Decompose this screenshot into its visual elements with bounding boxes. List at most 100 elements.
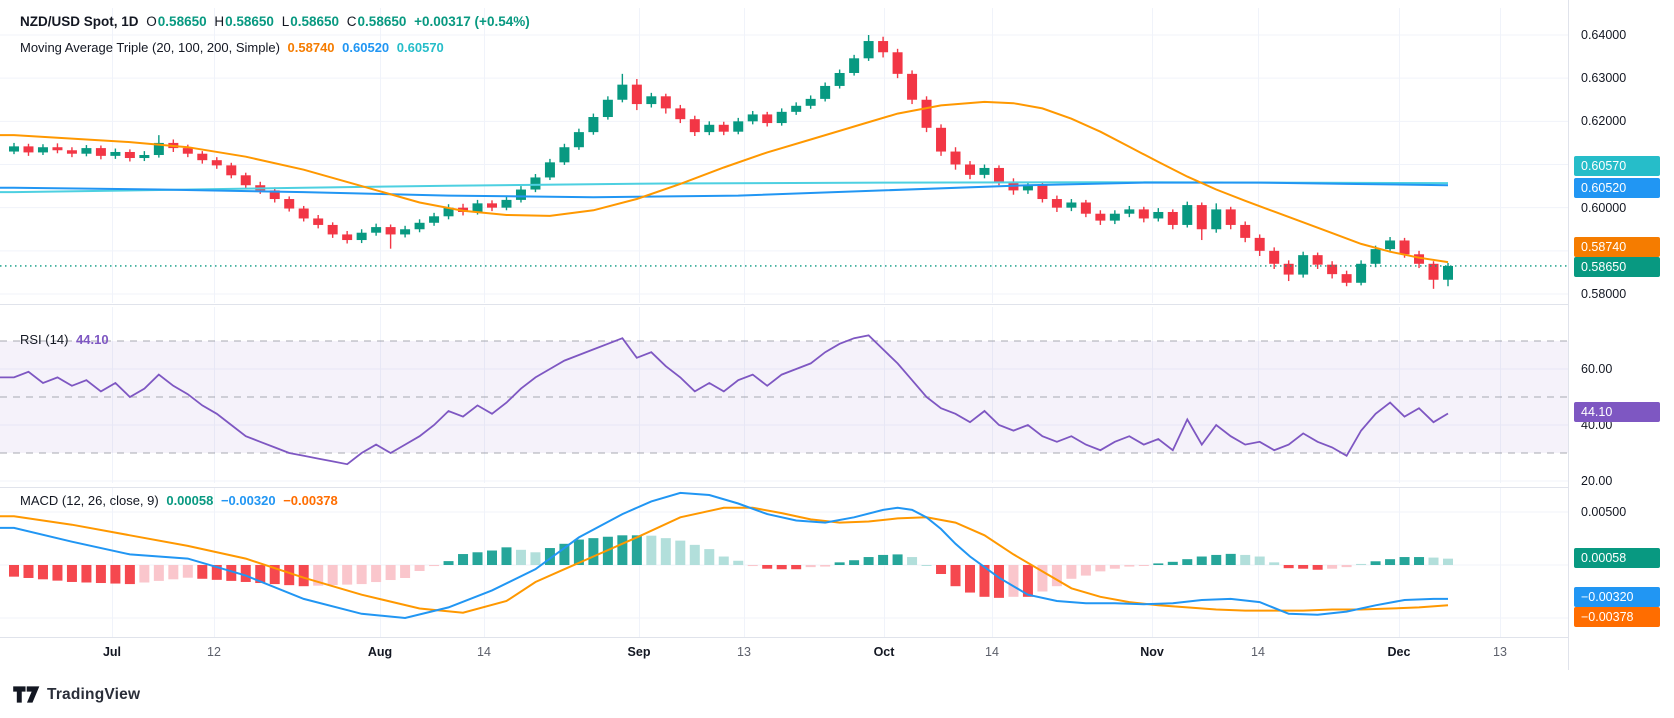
candle-body	[1254, 237, 1265, 251]
candle-body	[1341, 274, 1352, 283]
macd-histogram-bar	[1167, 561, 1178, 565]
candle-body	[704, 124, 715, 133]
time-label-day: 14	[985, 645, 999, 659]
ma100-badge: 0.60520	[1574, 178, 1660, 198]
candle-body	[1196, 205, 1207, 230]
macd-histogram-bar	[1341, 565, 1352, 568]
candle-body	[1312, 255, 1323, 265]
candle-body	[1327, 264, 1338, 275]
rsi-title: RSI (14)	[20, 332, 69, 347]
candle-body	[1109, 213, 1120, 221]
candle-body	[1428, 263, 1439, 280]
axis-price-label: 60.00	[1581, 362, 1613, 376]
time-label-month: Oct	[873, 645, 895, 659]
macd-hist-badge: 0.00058	[1574, 548, 1660, 568]
macd-histogram-bar	[211, 565, 222, 580]
candle-body	[9, 146, 19, 152]
macd-histogram-bar	[1066, 565, 1077, 579]
macd-histogram-bar	[458, 554, 469, 565]
macd-histogram-bar	[878, 554, 889, 565]
macd-histogram-bar	[1254, 556, 1265, 565]
time-scale[interactable]: Jul 12 Aug 14 Sep 13 Oct 14 Nov 14 Dec 13	[0, 638, 1568, 670]
candle-body	[226, 165, 237, 176]
candle-body	[907, 73, 918, 100]
candle-body	[197, 153, 208, 161]
candle-body	[1356, 263, 1367, 283]
ma-title: Moving Average Triple (20, 100, 200, Sim…	[20, 40, 280, 55]
macd-histogram-bar	[892, 554, 903, 565]
ma200-badge: 0.60570	[1574, 156, 1660, 176]
macd-histogram-bar	[646, 535, 657, 565]
change-value: +0.00317 (+0.54%)	[414, 14, 530, 29]
candle-body	[1298, 255, 1309, 275]
macd-histogram-bar	[1008, 565, 1019, 597]
macd-histogram-bar	[255, 565, 266, 584]
macd-histogram-bar	[443, 561, 454, 565]
macd-histogram-bar	[965, 565, 975, 593]
macd-histogram-bar	[834, 562, 845, 565]
time-label-month: Dec	[1387, 645, 1411, 659]
candle-body	[834, 72, 845, 86]
macd-histogram-bar	[168, 565, 179, 580]
macd-histogram-bar	[1153, 563, 1164, 565]
macd-line-value: −0.00320	[220, 493, 276, 508]
macd-histogram-bar	[385, 565, 396, 581]
macd-signal-badge: −0.00378	[1574, 607, 1660, 627]
macd-histogram-bar	[501, 547, 512, 565]
candle-body	[371, 227, 382, 233]
ma200-line	[0, 181, 1449, 194]
macd-histogram-bar	[52, 565, 63, 581]
candle-body	[1167, 211, 1178, 225]
close-label: C	[346, 14, 357, 29]
time-label-month: Nov	[1140, 645, 1164, 659]
candle-body	[385, 227, 396, 235]
macd-histogram-bar	[907, 557, 918, 565]
candle-body	[1037, 185, 1048, 200]
macd-histogram-bar	[1240, 554, 1251, 565]
macd-histogram-bar	[197, 565, 208, 579]
macd-histogram-bar	[66, 565, 77, 582]
macd-histogram-bar	[776, 565, 787, 570]
candle-body	[689, 119, 700, 133]
candle-body	[544, 162, 555, 178]
candle-body	[153, 142, 164, 156]
ma20-badge: 0.58740	[1574, 237, 1660, 257]
macd-histogram-bar	[617, 535, 628, 565]
macd-histogram-bar	[1037, 565, 1048, 592]
candle-body	[1225, 209, 1236, 225]
candle-body	[269, 190, 280, 200]
axis-price-label: 20.00	[1581, 474, 1613, 488]
candle-body	[1138, 209, 1149, 219]
macd-histogram-bar	[979, 565, 990, 597]
candle-body	[240, 175, 251, 186]
macd-histogram-bar	[849, 560, 860, 565]
tradingview-logo[interactable]: TradingView	[13, 685, 140, 704]
candle-body	[631, 84, 642, 105]
candle-body	[443, 207, 454, 217]
macd-legend: MACD (12, 26, close, 9) 0.00058 −0.00320…	[20, 493, 342, 508]
candle-body	[23, 146, 34, 153]
macd-title: MACD (12, 26, close, 9)	[20, 493, 159, 508]
macd-histogram-bar	[124, 565, 135, 585]
candle-body	[515, 189, 526, 200]
macd-histogram-bar	[298, 565, 309, 587]
candle-body	[617, 84, 628, 100]
axis-price-label: 0.58000	[1581, 287, 1627, 301]
macd-histogram-bar	[1356, 563, 1367, 565]
candle-body	[139, 155, 150, 159]
macd-histogram-bar	[1095, 565, 1106, 572]
rsi-pane	[0, 334, 1568, 466]
macd-histogram-bar	[950, 565, 961, 587]
candle-body	[849, 58, 860, 73]
candle-body	[950, 151, 961, 165]
macd-histogram-bar	[37, 565, 48, 580]
macd-histogram-bar	[530, 552, 541, 565]
macd-histogram-bar	[1225, 553, 1236, 565]
candle-body	[936, 127, 947, 152]
price-scale[interactable]: 0.64000 0.63000 0.62000 0.60000 0.58000 60.00…	[1568, 0, 1674, 670]
macd-histogram-bar	[1312, 565, 1323, 570]
macd-histogram-bar	[139, 565, 150, 583]
candle-body	[487, 203, 497, 208]
macd-histogram-bar	[327, 565, 338, 586]
